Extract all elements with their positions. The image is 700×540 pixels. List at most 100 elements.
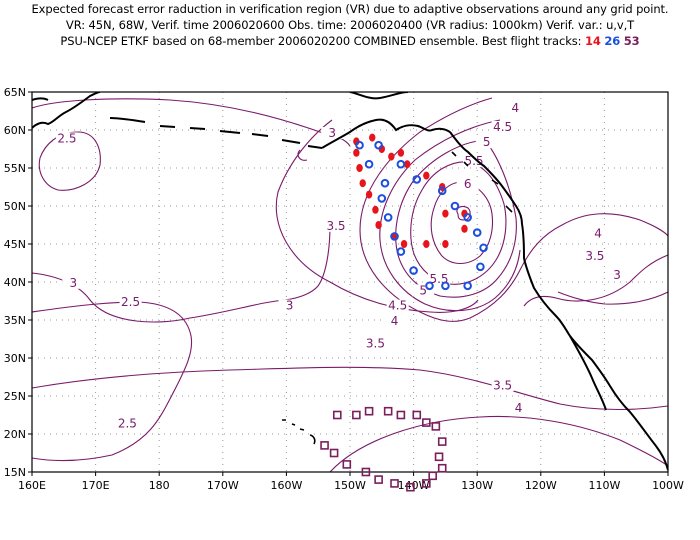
coast-alaska-top [349, 92, 409, 100]
contour-label-bg [386, 299, 409, 312]
x-tick-label: 160W [270, 479, 302, 492]
x-tick-label: 130W [461, 479, 493, 492]
track-26-point [463, 281, 472, 291]
contour-label-bg [412, 284, 435, 297]
track-53-point [390, 479, 399, 488]
y-tick-label: 60N [4, 124, 26, 137]
track-53-point [412, 410, 422, 420]
flight-track-53 [320, 406, 447, 492]
track-53-point [320, 441, 329, 450]
contour-label: 3.5 [366, 337, 385, 351]
track-53-point [364, 406, 374, 416]
x-tick-label: 170E [82, 479, 110, 492]
track-26-point [390, 232, 399, 241]
track-26-point [355, 140, 364, 150]
track-53-point [374, 475, 383, 484]
contour-label: 4 [512, 101, 520, 115]
contour-label: 5.5 [464, 154, 483, 168]
track-26-point [472, 228, 482, 237]
coast-aleutians [109, 117, 323, 149]
contour-label-bg [587, 227, 610, 240]
title-line-3: PSU-NCEP ETKF based on 68-member 2006020… [0, 34, 700, 48]
contour-3-north [32, 98, 351, 147]
contour-label-bg [507, 402, 530, 415]
contour-label-bg [62, 276, 85, 289]
track-53-point [342, 460, 352, 469]
contour-label: 4 [594, 226, 602, 240]
track-14-point [365, 190, 373, 199]
y-tick-label: 40N [4, 276, 26, 289]
contour-label-bg [463, 155, 486, 168]
track-14-point [400, 240, 408, 248]
contour-4 [359, 97, 668, 322]
contour-3-nw-small [297, 149, 308, 161]
track-26-point [396, 247, 406, 256]
contour-label-bg [119, 295, 142, 308]
contour-label: 4.5 [493, 120, 512, 134]
track-14-point [461, 224, 468, 233]
contour-label-bg [321, 127, 344, 140]
coast-kamchatka [32, 92, 101, 129]
track-53-point [434, 452, 444, 462]
track-26-point [412, 175, 422, 184]
contour-label: 2.5 [57, 131, 76, 145]
track-14-point [359, 179, 366, 188]
coast-baja [569, 335, 607, 411]
contour-label: 4.5 [388, 299, 407, 313]
track-id-26: 26 [604, 34, 621, 48]
contour-label: 4 [515, 401, 523, 415]
error-reduction-contours [32, 97, 668, 472]
x-tick-label: 120W [525, 479, 557, 492]
contour-label: 3 [328, 126, 336, 140]
contour-label: 2.5 [121, 295, 140, 309]
y-tick-label: 45N [4, 238, 26, 251]
track-id-14: 14 [585, 34, 601, 48]
track-53-point [437, 437, 447, 446]
contour-3-5-south [32, 366, 668, 411]
x-tick-label: 110W [588, 479, 620, 492]
track-26-point [377, 194, 387, 203]
track-53-point [383, 406, 393, 416]
latitude-axis: 65N 60N 55N 50N 45N 40N 35N 30N 25N 20N 15N [4, 86, 32, 479]
track-53-point [431, 422, 441, 431]
contour-3-5-west [275, 119, 479, 313]
track-14-point [353, 148, 360, 157]
coast-alaska [321, 118, 451, 149]
track-53-point [361, 467, 371, 477]
longitude-axis: 160E 170E 180 170W 160W 150W 140W 130W 120W 110W 1… [18, 472, 684, 492]
contour-label-bg [55, 132, 78, 145]
track-14-point [369, 133, 376, 142]
x-tick-label: 180 [149, 479, 170, 492]
y-tick-label: 25N [4, 390, 26, 403]
coast-mexico [569, 335, 668, 471]
track-53-point [396, 410, 406, 420]
track-53-point [352, 410, 361, 420]
y-tick-label: 65N [4, 86, 26, 99]
track-14-point [353, 137, 360, 146]
contour-label-bg [456, 178, 479, 190]
title-line-1: Expected forecast error raduction in ver… [31, 2, 669, 16]
track-26-point [479, 243, 488, 253]
track-id-53: 53 [623, 34, 640, 48]
track-26-point [380, 178, 390, 188]
contour-2-5-south [32, 301, 193, 462]
contour-label-bg [325, 219, 348, 232]
track-14-point [388, 152, 395, 161]
track-26-point [383, 213, 393, 222]
contour-label-bg [383, 314, 406, 327]
track-26-point [374, 140, 383, 150]
track-53-point [406, 482, 415, 492]
x-tick-label: 150W [334, 479, 366, 492]
track-26-point [364, 159, 374, 169]
contour-label: 3 [286, 299, 294, 313]
contour-label: 2.5 [118, 416, 137, 430]
contour-label: 5 [483, 135, 491, 149]
contour-3-east [523, 254, 668, 307]
track-53-point [437, 463, 447, 473]
track-14-point [397, 148, 405, 157]
y-tick-label: 30N [4, 352, 26, 365]
x-tick-label: 160E [18, 479, 46, 492]
track-26-point [441, 281, 450, 291]
track-14-point [372, 205, 379, 214]
